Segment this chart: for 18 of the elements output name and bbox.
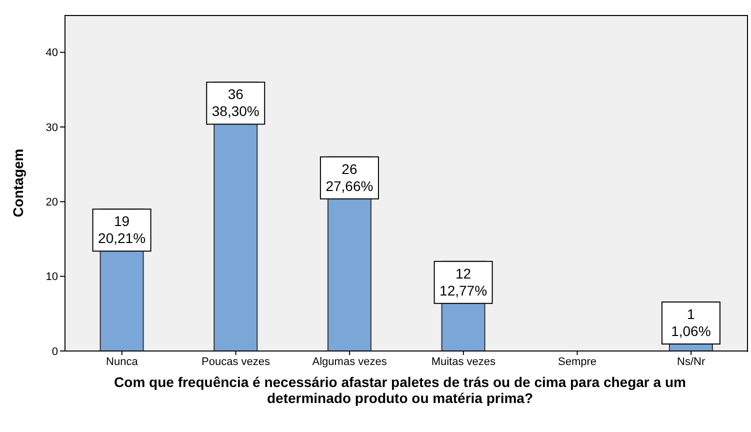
y-tick-label: 20 xyxy=(46,196,58,209)
x-axis-title: Com que frequência é necessário afastar paletes de trás ou de cima para chegar a um determinado produto ou matéria prima? xyxy=(113,374,687,406)
data-label: 36 38,30% xyxy=(212,86,260,120)
y-tick-label: 30 xyxy=(46,122,58,134)
x-tick-label: Sempre xyxy=(558,356,597,368)
data-label: 26 27,66% xyxy=(326,160,374,194)
y-tick-label: 40 xyxy=(46,47,58,60)
y-axis-title: Contagem xyxy=(10,148,26,218)
data-label: 1 1,06% xyxy=(671,306,711,339)
x-tick-label: Poucas vezes xyxy=(202,356,270,368)
x-tick-label: Ns/Nr xyxy=(677,356,706,368)
data-label: 19 20,21% xyxy=(98,213,146,246)
x-tick-label: Nunca xyxy=(106,356,139,368)
y-tick-label: 10 xyxy=(46,271,58,284)
y-tick-label: 0 xyxy=(52,346,58,358)
data-label: 12 12,77% xyxy=(440,265,488,298)
x-tick-label: Muitas vezes xyxy=(431,356,496,368)
x-tick-label: Algumas vezes xyxy=(312,356,388,368)
